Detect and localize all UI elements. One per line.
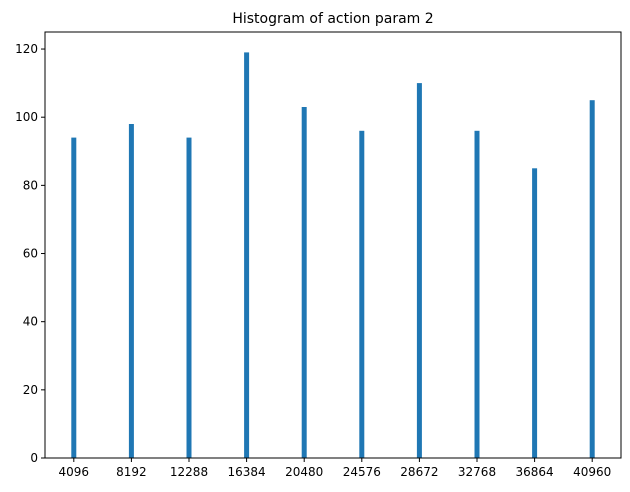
x-tick-label: 20480	[285, 465, 323, 479]
bar-24576	[359, 130, 365, 459]
y-tick-label: 80	[23, 178, 38, 192]
bar-12288	[186, 137, 192, 458]
bars-group	[71, 52, 595, 459]
x-tick-label: 28672	[400, 465, 438, 479]
bar-40960	[589, 100, 595, 458]
y-tick-label: 20	[23, 383, 38, 397]
plot-frame	[44, 31, 622, 459]
bar-4096	[71, 137, 77, 458]
x-tick-label: 16384	[228, 465, 266, 479]
x-tick-label: 40960	[573, 465, 611, 479]
y-tick-label: 120	[15, 42, 38, 56]
bar-36864	[532, 168, 538, 459]
x-tick-label: 12288	[170, 465, 208, 479]
bar-28672	[416, 83, 422, 458]
chart-title: Histogram of action param 2	[232, 11, 433, 27]
y-tick-label: 100	[15, 110, 38, 124]
bar-8192	[128, 124, 134, 458]
y-tick-label: 40	[23, 315, 38, 329]
y-axis: 0 20 40 60 80 100 120	[15, 42, 45, 465]
x-axis: 4096 8192 12288 16384 20480 24576 28672 32768 36…	[59, 458, 611, 479]
bar-20480	[301, 107, 307, 458]
x-tick-label: 8192	[116, 465, 147, 479]
x-tick-label: 24576	[343, 465, 381, 479]
y-tick-label: 0	[30, 451, 38, 465]
bar-16384	[244, 52, 250, 459]
x-tick-label: 32768	[458, 465, 496, 479]
x-tick-label: 36864	[516, 465, 554, 479]
x-tick-label: 4096	[59, 465, 90, 479]
y-tick-label: 60	[23, 247, 38, 261]
bar-32768	[474, 130, 480, 459]
